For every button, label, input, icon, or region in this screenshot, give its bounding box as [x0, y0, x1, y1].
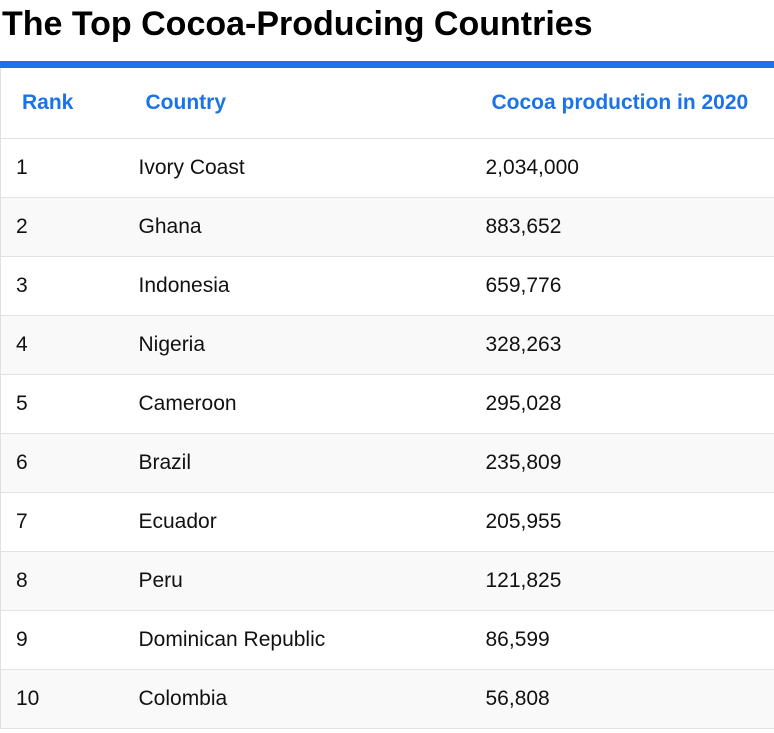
cell-rank: 7 — [0, 492, 124, 552]
table-row: 7 Ecuador 205,955 — [0, 492, 774, 552]
cell-production: 2,034,000 — [470, 138, 774, 198]
cell-rank: 8 — [0, 551, 124, 611]
table-header-row: Rank Country Cocoa production in 2020 — [0, 68, 774, 139]
table-row: 6 Brazil 235,809 — [0, 433, 774, 493]
table-row: 9 Dominican Republic 86,599 — [0, 610, 774, 670]
cell-rank: 2 — [0, 197, 124, 257]
cell-rank: 9 — [0, 610, 124, 670]
table-accent-bar — [0, 61, 774, 68]
cell-rank: 3 — [0, 256, 124, 316]
table-row: 4 Nigeria 328,263 — [0, 315, 774, 375]
table-row: 3 Indonesia 659,776 — [0, 256, 774, 316]
table-row: 10 Colombia 56,808 — [0, 669, 774, 729]
table-row: 8 Peru 121,825 — [0, 551, 774, 611]
cell-country: Colombia — [123, 669, 471, 729]
cell-country: Cameroon — [123, 374, 471, 434]
table-row: 1 Ivory Coast 2,034,000 — [0, 138, 774, 198]
cell-production: 235,809 — [470, 433, 774, 493]
cell-country: Ecuador — [123, 492, 471, 552]
cell-rank: 4 — [0, 315, 124, 375]
cell-country: Ghana — [123, 197, 471, 257]
cell-production: 883,652 — [470, 197, 774, 257]
table-row: 5 Cameroon 295,028 — [0, 374, 774, 434]
cell-production: 328,263 — [470, 315, 774, 375]
cell-production: 121,825 — [470, 551, 774, 611]
column-header-production: Cocoa production in 2020 — [470, 68, 774, 139]
cell-production: 659,776 — [470, 256, 774, 316]
cell-production: 56,808 — [470, 669, 774, 729]
cell-country: Peru — [123, 551, 471, 611]
column-header-country: Country — [123, 68, 471, 139]
cell-country: Dominican Republic — [123, 610, 471, 670]
page-title: The Top Cocoa-Producing Countries — [2, 5, 593, 43]
cell-rank: 5 — [0, 374, 124, 434]
cell-production: 205,955 — [470, 492, 774, 552]
cell-rank: 6 — [0, 433, 124, 493]
cell-production: 86,599 — [470, 610, 774, 670]
cell-rank: 10 — [0, 669, 124, 729]
cell-country: Brazil — [123, 433, 471, 493]
cell-rank: 1 — [0, 138, 124, 198]
table-row: 2 Ghana 883,652 — [0, 197, 774, 257]
cell-production: 295,028 — [470, 374, 774, 434]
cell-country: Nigeria — [123, 315, 471, 375]
cell-country: Ivory Coast — [123, 138, 471, 198]
cell-country: Indonesia — [123, 256, 471, 316]
column-header-rank: Rank — [0, 68, 124, 139]
cocoa-production-table: Rank Country Cocoa production in 2020 1 … — [0, 68, 774, 729]
